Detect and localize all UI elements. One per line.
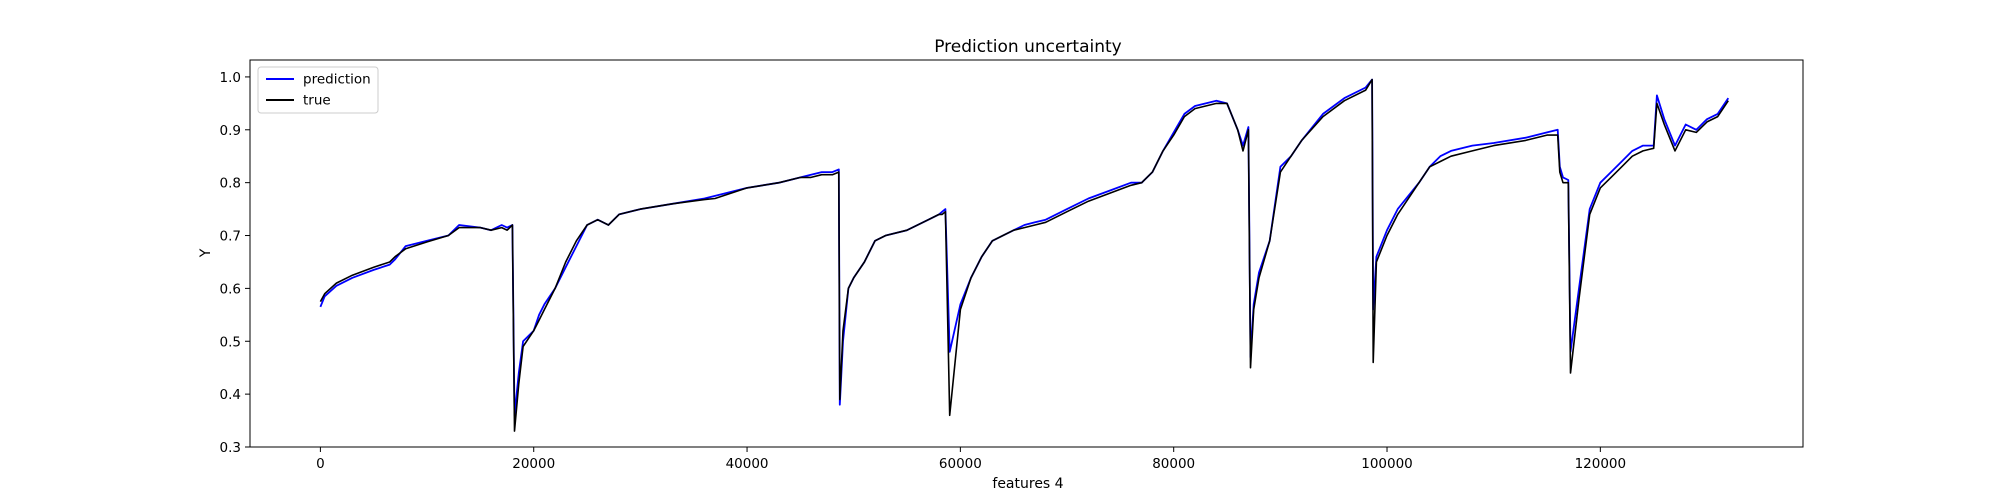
y-axis-label: Y [198,248,214,258]
legend: prediction true [257,66,379,114]
x-tick-label: 80000 [1152,456,1195,472]
x-tick-label: 100000 [1361,456,1413,472]
legend-label-prediction: prediction [303,72,371,88]
x-axis-label: features 4 [992,476,1063,492]
series-line-prediction [319,78,1730,417]
y-axis: 0.3 0.4 0.5 0.6 0.7 0.8 0.9 1.0 [220,70,250,456]
y-tick-label: 0.6 [220,281,241,297]
y-tick-label: 0.7 [220,229,241,245]
series-layer [319,78,1730,432]
x-tick-label: 40000 [726,456,769,472]
x-tick-label: 0 [316,456,325,472]
y-tick-label: 0.9 [220,123,241,139]
y-tick-label: 0.4 [220,387,241,403]
x-axis: 0 20000 40000 60000 80000 100000 120000 [316,447,1626,472]
y-tick-label: 0.8 [220,176,241,192]
chart-title: Prediction uncertainty [934,37,1122,57]
plot-frame [249,59,1804,448]
x-tick-label: 20000 [512,456,555,472]
legend-label-true: true [303,93,331,109]
x-tick-label: 120000 [1575,456,1627,472]
y-tick-label: 0.3 [220,440,241,456]
y-tick-label: 0.5 [220,334,241,350]
x-tick-label: 60000 [939,456,982,472]
series-line-true [319,78,1729,432]
y-tick-label: 1.0 [220,70,241,86]
